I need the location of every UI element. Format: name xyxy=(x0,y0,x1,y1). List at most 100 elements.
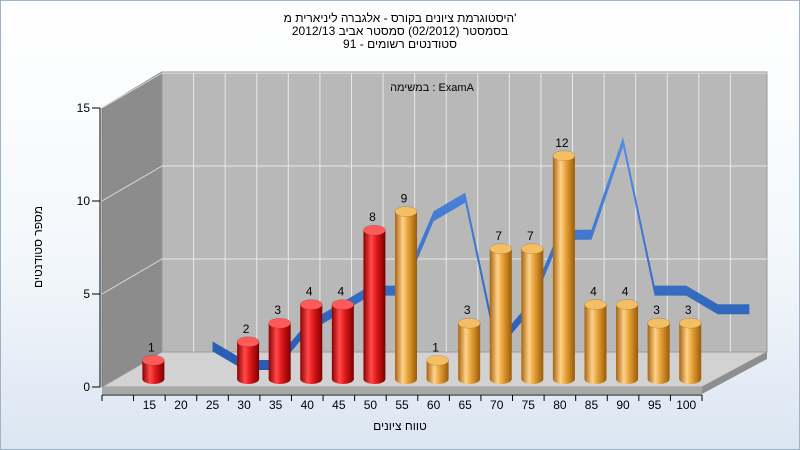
bar-value-label: 1 xyxy=(432,340,439,354)
histogram-bar: 4 xyxy=(331,285,355,384)
gridline-side xyxy=(101,72,163,109)
x-axis-title: טווח ציונים xyxy=(373,419,427,433)
x-tick-label: 30 xyxy=(237,398,251,412)
x-tick-label: 80 xyxy=(553,398,567,412)
bar-body xyxy=(489,248,512,379)
bar-top xyxy=(584,299,607,310)
chart-floor-edge xyxy=(102,387,702,394)
x-tick-label: 45 xyxy=(332,398,346,412)
chart-title-line-3: סטודנטים רשומים - 91 xyxy=(343,37,457,51)
bar-top xyxy=(142,355,165,366)
bar-top xyxy=(268,317,291,329)
histogram-bar: 12 xyxy=(552,136,576,384)
bar-value-label: 2 xyxy=(243,322,250,336)
bar-top xyxy=(489,243,512,255)
chart-axes: 0 5 10 15 15 20 25 30 35 40 45 50 55 60 65 70 75 80 85 90 95… xyxy=(77,101,703,412)
x-tick-label: 25 xyxy=(206,398,220,412)
bar-top xyxy=(647,317,670,329)
chart-title-line-1: היסטוגרמת ציונים בקורס - אלגברה ליניארית… xyxy=(283,11,517,25)
bar-value-label: 7 xyxy=(495,229,502,243)
bar-body xyxy=(616,304,639,379)
bar-value-label: 4 xyxy=(622,285,629,299)
chart-subtitle: במשימה : ExamA xyxy=(390,82,475,94)
chart-back-wall xyxy=(161,71,768,353)
chart-title-line-2: בסמסטר (02/2012) סמסטר אביב 2012/13 xyxy=(291,24,509,38)
x-tick-label: 15 xyxy=(143,398,157,412)
bar-body xyxy=(268,323,291,379)
histogram-bar: 4 xyxy=(584,285,607,384)
x-tick-label: 40 xyxy=(301,398,315,412)
x-tick-label: 20 xyxy=(174,398,188,412)
x-tick-label: 90 xyxy=(616,398,630,412)
y-tick-label: 10 xyxy=(77,194,91,208)
x-tick-label: 70 xyxy=(490,398,504,412)
y-tick-label: 0 xyxy=(83,380,90,394)
bar-body xyxy=(521,248,544,379)
x-tick-label: 55 xyxy=(395,398,409,412)
histogram-bar: 7 xyxy=(521,229,544,384)
x-tick-label: 75 xyxy=(522,398,536,412)
bar-top xyxy=(363,224,386,236)
bar-value-label: 7 xyxy=(527,229,534,243)
y-tick-label: 15 xyxy=(77,101,91,115)
histogram-bar: 4 xyxy=(615,285,639,384)
bar-top xyxy=(521,243,544,255)
bar-value-label: 8 xyxy=(369,210,376,224)
y-axis-title: מספר סטודנטים xyxy=(31,206,45,288)
bar-value-label: 3 xyxy=(464,303,471,317)
bar-value-label: 4 xyxy=(337,285,344,299)
histogram-bar: 3 xyxy=(268,303,291,384)
chart-floor-edge-right xyxy=(702,352,767,394)
histogram-bar: 3 xyxy=(678,303,702,384)
bar-body xyxy=(142,360,165,379)
histogram-bar: 8 xyxy=(363,210,386,384)
bar-top xyxy=(331,299,355,310)
bar-top xyxy=(615,299,639,310)
bar-value-label: 3 xyxy=(653,303,660,317)
histogram-bar: 2 xyxy=(236,322,260,384)
x-tick-label: 85 xyxy=(585,398,599,412)
bar-value-label: 4 xyxy=(590,285,597,299)
x-tick-label: 35 xyxy=(269,398,283,412)
bar-body xyxy=(584,304,607,379)
x-tick-label: 100 xyxy=(676,398,696,412)
bar-body xyxy=(552,155,575,379)
bar-value-label: 12 xyxy=(555,136,569,150)
bar-top xyxy=(457,317,481,329)
x-tick-label: 95 xyxy=(648,398,662,412)
bar-top xyxy=(300,299,323,310)
bar-body xyxy=(363,230,386,379)
bar-value-label: 3 xyxy=(274,303,281,317)
histogram-bar: 9 xyxy=(394,192,418,384)
x-tick-label: 50 xyxy=(364,398,378,412)
bar-body xyxy=(458,323,481,379)
bar-body xyxy=(237,341,260,379)
gridline-side xyxy=(101,258,163,295)
bar-body xyxy=(426,360,449,379)
histogram-bar: 3 xyxy=(647,303,670,384)
bar-top xyxy=(552,150,576,162)
bar-body xyxy=(395,211,417,379)
bar-value-label: 4 xyxy=(306,285,313,299)
bar-body xyxy=(647,323,670,379)
histogram-bar: 1 xyxy=(426,340,449,384)
bar-body xyxy=(300,304,323,379)
bar-value-label: 9 xyxy=(401,192,408,206)
y-tick-label: 5 xyxy=(83,287,90,301)
bar-body xyxy=(679,323,702,379)
bar-top xyxy=(394,206,418,217)
bar-value-label: 3 xyxy=(685,303,692,317)
gridline-side xyxy=(101,165,163,202)
histogram-bar: 1 xyxy=(142,340,165,384)
x-tick-label: 65 xyxy=(458,398,472,412)
chart-gridlines xyxy=(101,72,767,352)
histogram-bar: 7 xyxy=(489,229,512,384)
x-tick-label: 60 xyxy=(427,398,441,412)
bar-body xyxy=(331,304,354,379)
bar-top xyxy=(236,336,260,348)
bar-value-label: 1 xyxy=(148,340,155,354)
histogram-bar: 4 xyxy=(300,285,323,384)
bar-top xyxy=(426,355,449,366)
